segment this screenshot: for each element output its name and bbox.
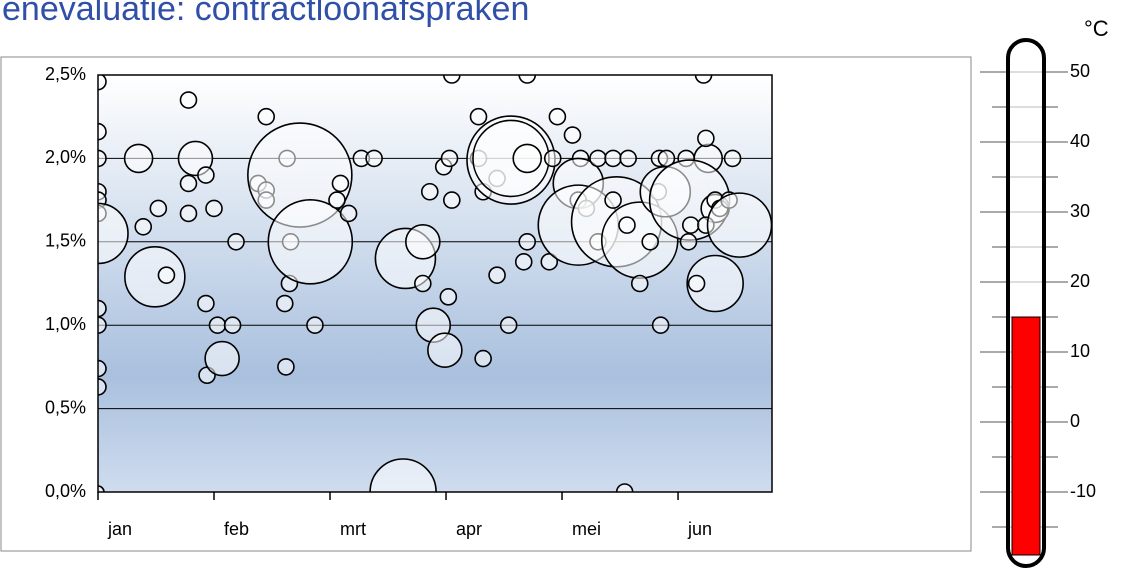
y-tick-label: 1,0% [45,314,86,334]
bubble [223,316,242,335]
x-tick-label: jan [107,519,132,539]
bubble [543,149,562,168]
mercury [1011,316,1041,556]
bubble [405,224,441,260]
tick-label: 0 [1070,411,1080,431]
bubble [205,199,223,218]
tick-label: 10 [1070,341,1090,361]
y-tick-label: 2,0% [45,147,86,167]
bubble [98,316,107,334]
bubble [687,274,706,293]
x-tick-label: feb [224,519,249,539]
bubble [697,129,715,148]
bubble [512,143,543,174]
bubble [604,191,622,209]
bubble [499,316,518,335]
bubble [134,217,153,236]
bubble [98,149,107,168]
bubble [98,378,107,396]
bubble [443,75,461,84]
bubble [618,216,636,234]
bubble [179,174,198,193]
bubble [157,266,176,284]
bubble [306,316,324,335]
bubble [518,233,537,251]
page-title: enevaluatie: contractloonafspraken [2,0,529,28]
y-tick-label: 0,0% [45,481,86,501]
bubble [123,143,154,174]
bubble [179,91,198,109]
bubble [98,299,107,318]
x-tick-label: mei [572,519,601,539]
bubble [267,199,354,285]
bubble [98,485,105,492]
bubble [694,75,713,84]
y-tick-label: 2,5% [45,64,86,84]
bubbles [98,75,772,492]
axes: 0,0% 0,5% 1,0% 1,5% 2,0% 2,5% jan feb mrt apr mei j… [45,64,712,539]
bubble [651,316,670,335]
bubble [98,202,129,265]
bubble [227,233,245,251]
bubble [339,204,358,223]
bubble [641,233,659,251]
bubble [208,316,227,335]
tick-label: -10 [1070,481,1096,501]
bubble [474,349,492,368]
bubble [686,254,744,313]
bubble [681,216,700,234]
x-tick-label: apr [456,519,482,539]
bubble [179,204,198,223]
bubble [514,253,533,271]
tick-label: 30 [1070,201,1090,221]
bubble [589,149,607,168]
bubble [124,246,186,308]
bubble [469,107,488,126]
plot-border [97,74,773,493]
bubble [414,274,432,293]
bubble [440,149,459,168]
bubble [277,358,295,376]
bubble [604,149,622,168]
bubble [518,75,537,84]
bubble [615,483,634,492]
bubble [706,192,772,258]
plot-area [98,75,772,492]
y-tick-label: 1,5% [45,231,86,251]
unit-label: °C [1084,16,1109,41]
bubble [149,199,168,218]
x-tick-label: jun [687,519,712,539]
bubble [369,458,437,492]
bubble [328,191,346,209]
bubble [420,182,439,201]
x-tick-label: mrt [340,519,366,539]
bubble [548,107,567,126]
bubble [365,149,383,168]
bubble [257,107,276,126]
bubble [439,288,458,306]
bubble [98,359,107,378]
bubble [563,126,582,144]
tick-label: 50 [1070,61,1090,81]
tick-label: 40 [1070,131,1090,151]
bubble [619,149,637,168]
bubble [331,174,350,193]
thermometer: -10 0 10 20 30 40 50 °C [980,16,1109,568]
bubble [98,75,107,91]
bubble [488,266,506,284]
bubble [679,233,698,251]
y-tick-label: 0,5% [45,397,86,417]
bubble [443,191,461,209]
bubble [204,340,240,377]
bubble [275,294,294,313]
bubble [98,122,107,141]
bubble [197,294,215,313]
bubble [723,149,742,168]
tick-label: 20 [1070,271,1090,291]
bubble [427,332,463,369]
bubble [630,274,649,293]
bubble [197,166,215,184]
